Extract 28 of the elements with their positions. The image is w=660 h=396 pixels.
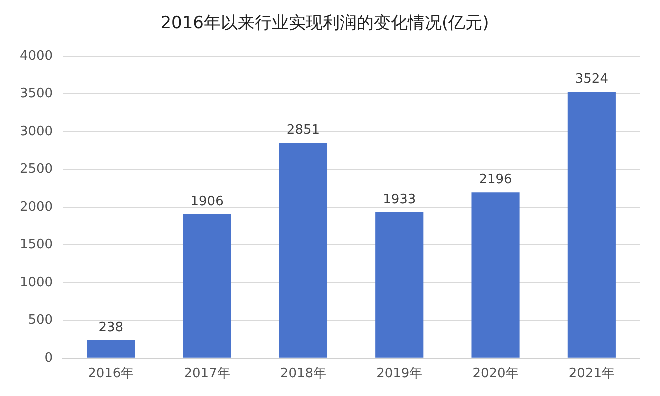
data-label: 238 [98, 320, 124, 336]
y-tick-label: 2000 [20, 200, 54, 215]
y-tick-label: 1000 [20, 275, 54, 290]
x-tick-label: 2018年 [280, 366, 327, 382]
bar [87, 340, 136, 358]
y-tick-label: 3000 [20, 124, 54, 140]
y-tick-label: 500 [28, 313, 54, 328]
data-label: 2851 [286, 123, 320, 138]
x-tick-label: 2020年 [472, 366, 519, 382]
bar [472, 192, 520, 358]
y-tick-label: 3500 [20, 86, 54, 102]
y-tick-label: 2500 [20, 162, 54, 178]
data-label: 1933 [383, 192, 416, 208]
y-tick-label: 4000 [20, 48, 54, 64]
bar [183, 214, 232, 358]
bar [279, 143, 328, 358]
y-tick-label: 0 [44, 350, 54, 366]
x-tick-label: 2019年 [376, 366, 423, 382]
x-tick-label: 2021年 [568, 366, 615, 382]
x-tick-label: 2016年 [88, 366, 134, 382]
x-tick-label: 2017年 [184, 366, 230, 382]
bar [376, 212, 424, 358]
bar [568, 92, 616, 358]
data-label: 1906 [190, 194, 224, 210]
data-label: 3524 [575, 72, 608, 88]
y-tick-label: 1500 [20, 238, 54, 253]
data-label: 2196 [479, 172, 512, 188]
chart-title: 2016年以来行业实现利润的变化情况(亿元) [160, 14, 490, 34]
